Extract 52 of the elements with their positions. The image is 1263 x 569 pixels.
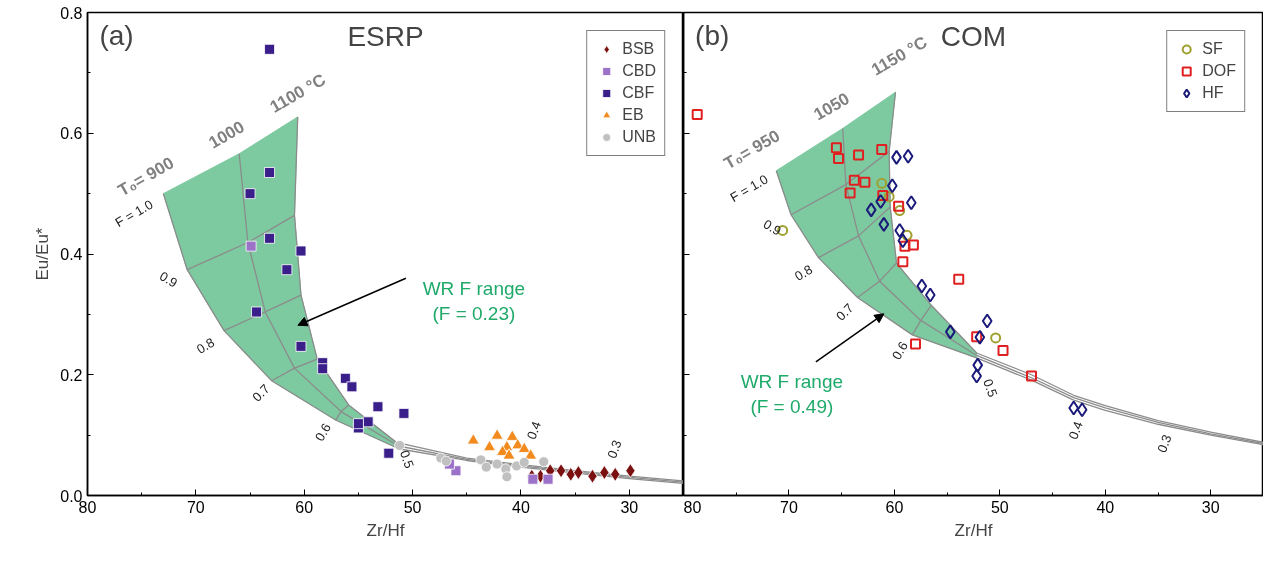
annotation: 1100 °C	[266, 70, 329, 117]
legend-label: UNB	[622, 128, 656, 146]
annotation: 0.4	[1065, 419, 1086, 442]
y-tick-label: 0.2	[60, 366, 83, 384]
annotation: 0.3	[604, 438, 625, 461]
chart-title: ESRP	[347, 20, 424, 52]
legend-label: CBF	[622, 84, 655, 102]
annotation: WR F range (F = 0.23)	[422, 278, 526, 325]
x-tick-label: 50	[403, 498, 422, 516]
annotation: 0.5	[980, 376, 1001, 400]
y-tick-label: 0.6	[60, 125, 83, 143]
x-tick-label: 60	[885, 498, 904, 516]
annotation: 0.8	[193, 334, 218, 357]
legend-label: SF	[1202, 40, 1223, 58]
chart-title: COM	[940, 20, 1007, 52]
x-tick-label: 70	[780, 498, 798, 516]
x-tick-label: 30	[1201, 498, 1220, 516]
annotation: 0.4	[523, 419, 545, 442]
x-axis-title: Zr/Hf	[366, 520, 405, 540]
annotation: F = 1.0	[727, 171, 771, 206]
y-tick-label: 0.8	[60, 4, 83, 22]
legend-label: DOF	[1202, 62, 1236, 80]
annotation: WR F range (F = 0.49)	[740, 370, 844, 417]
annotation: (b)	[695, 19, 730, 51]
annotation: 0.9	[760, 216, 784, 239]
x-tick-label: 30	[620, 498, 639, 516]
annotation: 0.6	[311, 420, 334, 444]
x-axis-title: Zr/Hf	[954, 520, 993, 540]
x-tick-label: 60	[295, 498, 314, 516]
annotation: T₀= 950	[720, 126, 784, 174]
annotation: 1150 °C	[868, 32, 931, 80]
annotation: 0.8	[791, 261, 816, 284]
legend-label: CBD	[622, 62, 656, 80]
x-tick-label: 50	[990, 498, 1009, 516]
annotation: 0.6	[888, 339, 911, 363]
x-tick-label: 80	[683, 498, 702, 516]
x-tick-label: 40	[1096, 498, 1115, 516]
annotation: (a)	[99, 19, 134, 51]
legend-label: HF	[1202, 84, 1224, 102]
annotation: 1000	[205, 117, 248, 153]
y-axis-title: Eu/Eu*	[33, 227, 53, 281]
y-tick-label: 0.4	[60, 246, 83, 263]
annotation: 0.9	[156, 268, 181, 291]
x-tick-label: 70	[186, 498, 205, 516]
annotation: 0.7	[833, 300, 857, 324]
legend-label: EB	[622, 106, 644, 124]
annotation: 1050	[810, 88, 853, 125]
legend-label: BSB	[622, 40, 655, 58]
x-tick-label: 40	[512, 498, 530, 516]
annotation: 0.5	[396, 448, 418, 471]
annotation: 0.7	[249, 381, 273, 405]
annotation: 0.3	[1154, 432, 1175, 455]
